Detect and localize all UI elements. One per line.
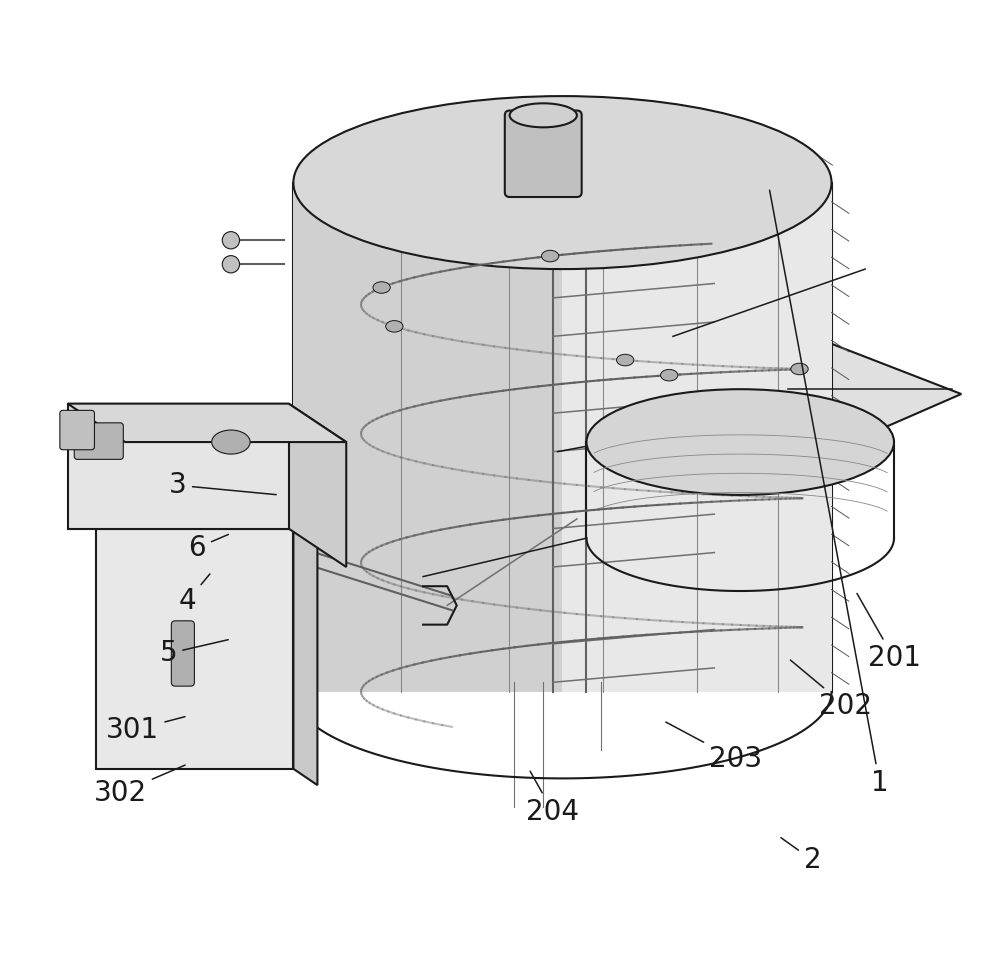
FancyBboxPatch shape — [505, 111, 582, 197]
Text: 201: 201 — [857, 594, 921, 673]
Ellipse shape — [542, 250, 559, 261]
Text: 204: 204 — [526, 772, 579, 826]
Text: 2: 2 — [781, 838, 821, 875]
Text: 4: 4 — [179, 574, 210, 615]
Polygon shape — [289, 404, 346, 567]
Polygon shape — [68, 404, 289, 529]
Polygon shape — [68, 404, 346, 442]
Text: 3: 3 — [169, 471, 276, 500]
Ellipse shape — [617, 355, 634, 366]
Text: 301: 301 — [106, 716, 185, 745]
Polygon shape — [293, 183, 562, 692]
Ellipse shape — [791, 363, 808, 375]
FancyBboxPatch shape — [171, 621, 194, 686]
Ellipse shape — [661, 369, 678, 381]
Ellipse shape — [373, 282, 390, 293]
Polygon shape — [562, 183, 832, 692]
Ellipse shape — [510, 103, 577, 128]
Text: 302: 302 — [94, 765, 185, 807]
Ellipse shape — [293, 96, 832, 269]
FancyBboxPatch shape — [60, 410, 94, 450]
FancyBboxPatch shape — [74, 423, 123, 459]
Text: 6: 6 — [188, 533, 228, 562]
Ellipse shape — [586, 389, 894, 495]
Text: 1: 1 — [770, 190, 888, 798]
Ellipse shape — [222, 256, 240, 273]
Text: 203: 203 — [666, 722, 762, 774]
Ellipse shape — [386, 321, 403, 333]
Ellipse shape — [212, 431, 250, 455]
Polygon shape — [96, 529, 293, 769]
Polygon shape — [293, 529, 317, 785]
Text: 202: 202 — [790, 660, 872, 721]
Text: 5: 5 — [160, 639, 228, 668]
Ellipse shape — [222, 232, 240, 249]
Polygon shape — [289, 279, 961, 557]
